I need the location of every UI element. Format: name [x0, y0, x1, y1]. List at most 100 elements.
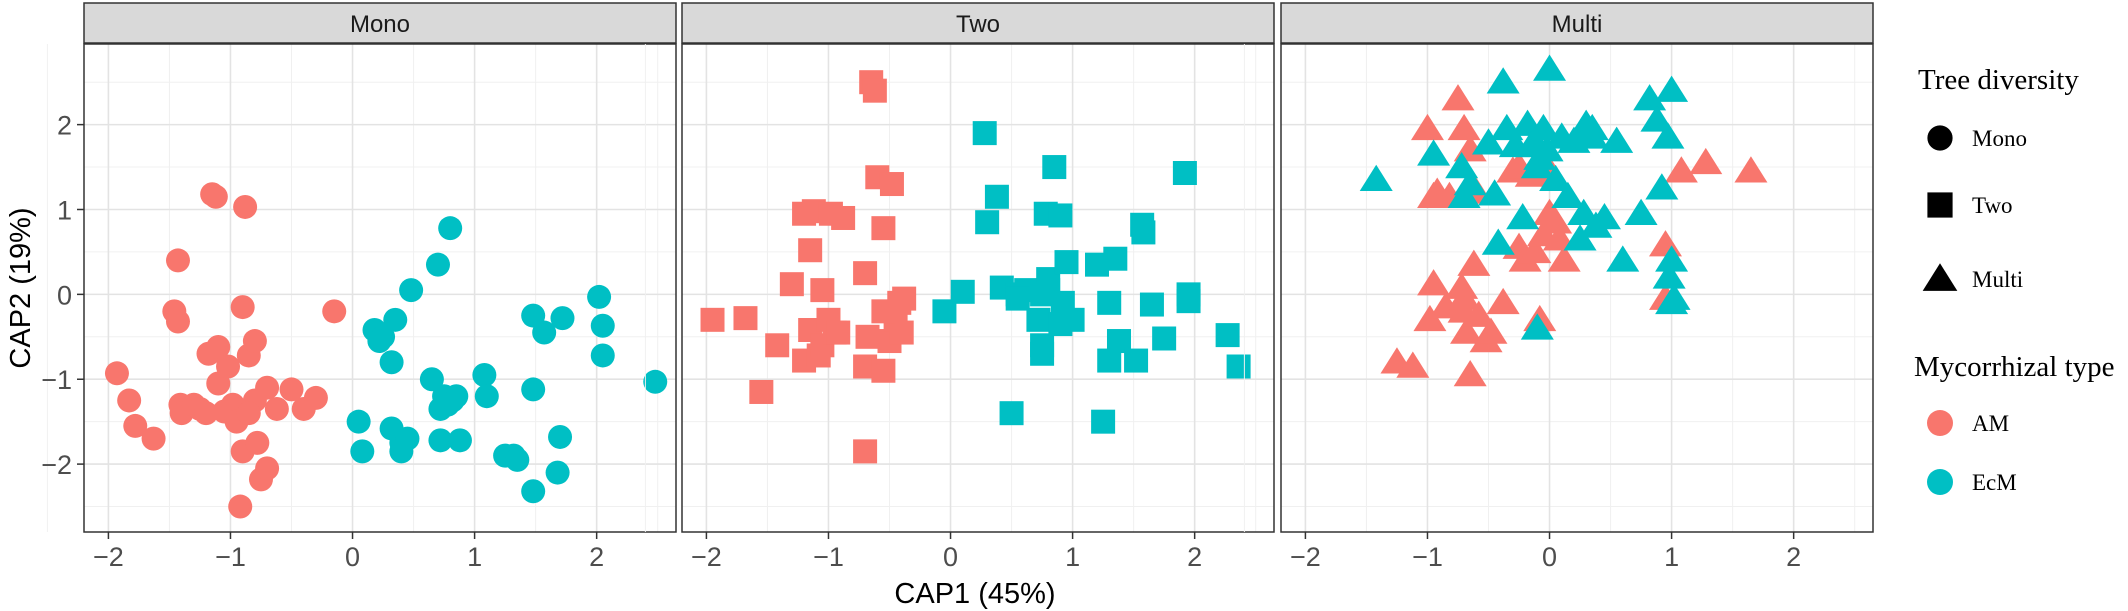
data-point-am: [1542, 224, 1576, 251]
data-point-ecm: [435, 392, 460, 417]
panel-border: [83, 43, 677, 533]
data-point-am: [1445, 272, 1479, 299]
x-tick-label: −1: [1412, 542, 1443, 572]
data-point-ecm: [1359, 164, 1393, 192]
data-point-am: [165, 248, 190, 273]
data-point-am: [1457, 249, 1491, 276]
x-tick-label: 0: [943, 542, 958, 572]
data-point-am: [1486, 287, 1520, 315]
data-point-ecm: [1131, 220, 1156, 245]
data-point-ecm: [438, 216, 463, 241]
data-point-am: [749, 379, 774, 404]
data-point-am: [889, 320, 914, 345]
data-point-ecm: [521, 377, 546, 402]
facet-strip: [681, 2, 1275, 44]
data-point-am: [255, 456, 280, 481]
data-point-am: [264, 396, 289, 421]
data-point-ecm: [1005, 286, 1030, 311]
data-point-ecm: [984, 184, 1009, 209]
data-point-ecm: [383, 307, 408, 332]
data-point-am: [871, 358, 896, 383]
data-point-am: [892, 286, 917, 311]
data-point-ecm: [1176, 282, 1201, 307]
data-point-ecm: [350, 439, 375, 464]
x-tick-label: 1: [1065, 542, 1080, 572]
data-point-am: [1396, 351, 1430, 378]
data-point-ecm: [1551, 181, 1585, 209]
x-tick-label: 2: [589, 542, 604, 572]
data-point-am: [203, 184, 228, 209]
x-tick-label: 2: [1786, 542, 1801, 572]
y-axis-title: CAP2 (19%): [5, 207, 37, 368]
legend-label-mono: Mono: [1972, 126, 2027, 151]
data-point-am: [1453, 359, 1487, 387]
data-point-am: [779, 272, 804, 297]
data-point-am: [1441, 84, 1475, 111]
x-tick-label: 1: [467, 542, 482, 572]
data-point-am: [831, 205, 856, 230]
data-point-ecm: [521, 479, 546, 504]
data-point-ecm: [425, 252, 450, 277]
data-point-ecm: [1097, 290, 1122, 315]
data-point-ecm: [1645, 173, 1679, 200]
data-point-ecm: [1472, 128, 1506, 155]
data-point-am: [123, 413, 148, 438]
panel-background: [84, 44, 676, 532]
legend-label-am: AM: [1972, 411, 2009, 436]
data-point-am: [733, 306, 758, 331]
data-point-am: [245, 430, 270, 455]
data-point-am: [765, 333, 790, 358]
y-tick-label: 0: [57, 280, 72, 310]
data-point-am: [141, 426, 166, 451]
facet-label: Multi: [1552, 11, 1603, 38]
facet-label: Two: [956, 11, 1000, 38]
data-point-am: [1547, 245, 1581, 272]
data-point-am: [216, 354, 241, 379]
data-point-ecm: [1526, 113, 1560, 141]
data-point-ecm: [1486, 67, 1520, 94]
facet-label: Mono: [350, 11, 410, 38]
data-point-am: [853, 261, 878, 286]
data-point-am: [855, 324, 880, 349]
data-point-ecm: [399, 278, 424, 303]
y-tick-label: 2: [57, 111, 72, 141]
data-point-am: [279, 377, 304, 402]
data-point-ecm: [1481, 228, 1515, 255]
legend-title-mycorrhizal-type: Mycorrhizal type: [1914, 351, 2115, 383]
data-point-am: [871, 299, 896, 324]
data-point-ecm: [1054, 250, 1079, 275]
data-point-am: [322, 299, 347, 324]
data-point-ecm: [521, 303, 546, 328]
legend-key-multi: [1922, 263, 1958, 291]
data-point-ecm: [545, 460, 570, 485]
data-point-ecm: [972, 121, 997, 146]
x-tick-label: 0: [345, 542, 360, 572]
data-point-am: [255, 375, 280, 400]
data-point-ecm: [474, 384, 499, 409]
x-tick-label: −2: [93, 542, 124, 572]
data-point-ecm: [590, 313, 615, 338]
data-point-ecm: [1124, 348, 1149, 373]
data-point-ecm: [1172, 161, 1197, 186]
data-point-ecm: [1030, 341, 1055, 366]
data-point-ecm: [447, 428, 472, 453]
data-point-ecm: [1633, 84, 1667, 111]
panel-background: [1281, 44, 1873, 532]
data-point-ecm: [1606, 245, 1640, 272]
data-point-ecm: [1640, 105, 1674, 132]
data-point-ecm: [1478, 179, 1512, 206]
legend-key-am: [1927, 410, 1953, 436]
data-point-ecm: [1655, 245, 1689, 272]
data-point-ecm: [1506, 202, 1540, 230]
data-point-am: [1518, 236, 1552, 264]
data-point-am: [1462, 300, 1496, 327]
legend-label-ecm: EcM: [1972, 470, 2017, 495]
data-point-ecm: [1026, 307, 1051, 332]
legend-label-multi: Multi: [1972, 267, 2023, 292]
data-point-ecm: [367, 329, 392, 354]
data-point-ecm: [999, 401, 1024, 426]
data-point-ecm: [548, 424, 573, 449]
y-tick-label: 1: [57, 195, 72, 225]
x-tick-label: −2: [1290, 542, 1321, 572]
x-tick-label: −1: [813, 542, 844, 572]
